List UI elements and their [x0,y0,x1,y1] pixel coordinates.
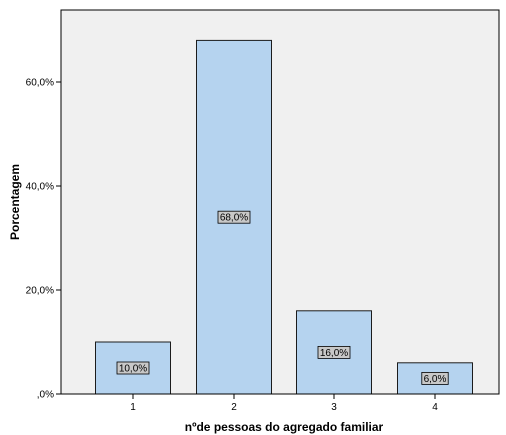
x-tick-label: 2 [231,402,237,413]
x-tick-label: 4 [432,402,438,413]
data-label: 68,0% [220,213,248,224]
x-axis-ticks: 1 2 3 4 [130,394,438,413]
data-label: 16,0% [320,348,348,359]
data-label-box [317,345,351,359]
x-axis-title: nºde pessoas do agregado familiar [185,420,384,434]
y-tick-label: 40,0% [26,182,54,193]
data-label-box [421,371,449,385]
x-tick-label: 3 [331,402,337,413]
bars-group: 10,0% 68,0% 16,0% 6,0% [95,39,473,395]
y-tick-label: ,0% [37,390,54,401]
y-tick-label: 60,0% [26,78,54,89]
data-label: 10,0% [119,364,147,375]
plot-area [60,9,500,395]
data-label-box [217,210,251,224]
x-tick-label: 1 [130,402,136,413]
y-tick-label: 20,0% [26,286,54,297]
y-axis-ticks: ,0% 20,0% 40,0% 60,0% [26,78,61,401]
data-label-box [116,361,150,375]
y-axis-title: Porcentagem [8,164,22,240]
data-label: 6,0% [424,374,447,385]
